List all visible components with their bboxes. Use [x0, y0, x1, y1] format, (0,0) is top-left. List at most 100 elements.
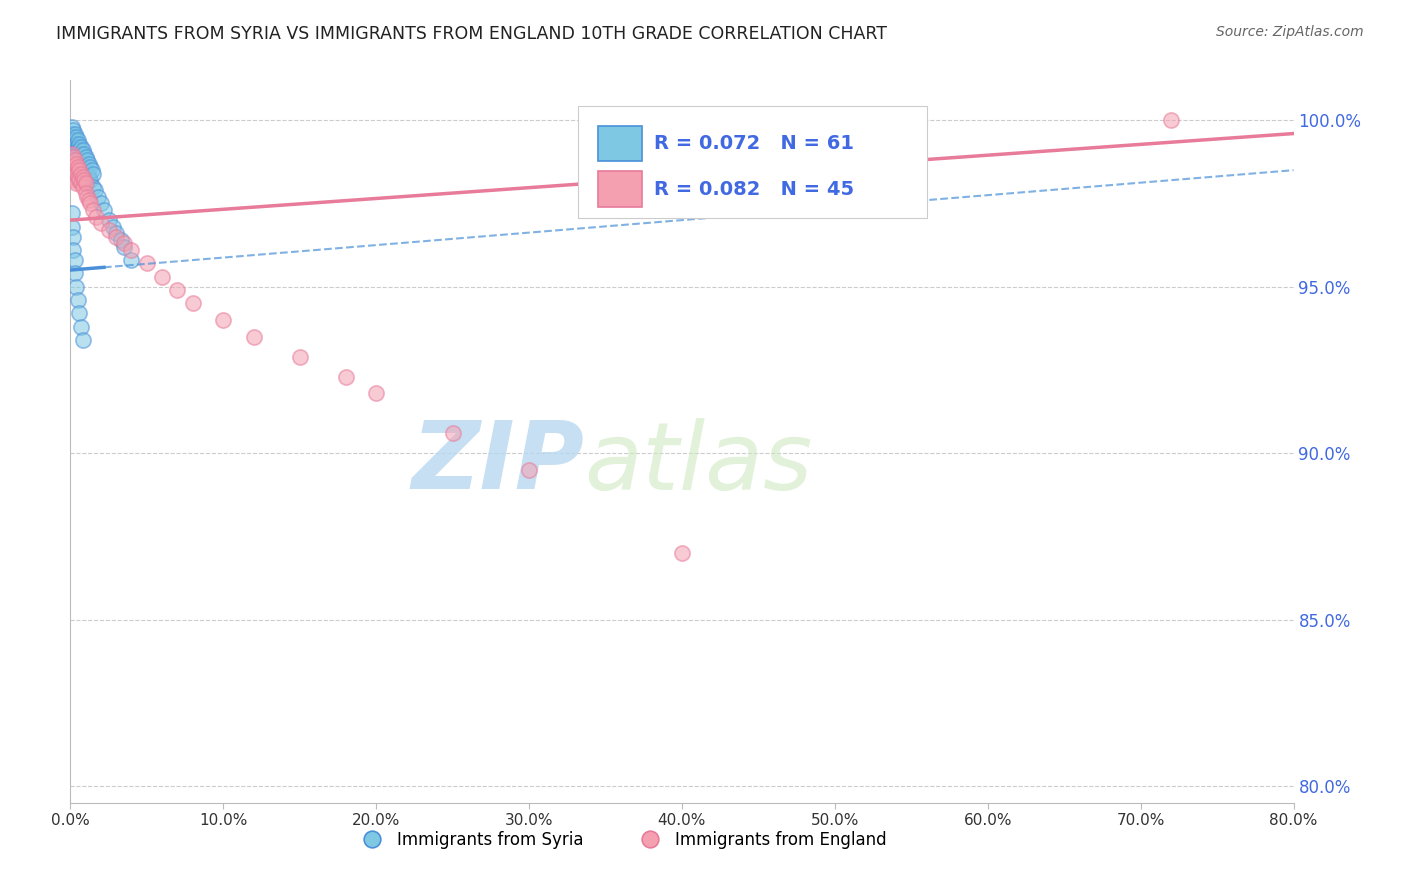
Immigrants from Syria [79, 160, 101, 174]
Immigrants from England [75, 186, 97, 201]
Immigrants from Syria [80, 163, 103, 178]
Immigrants from England [335, 369, 357, 384]
Text: IMMIGRANTS FROM SYRIA VS IMMIGRANTS FROM ENGLAND 10TH GRADE CORRELATION CHART: IMMIGRANTS FROM SYRIA VS IMMIGRANTS FROM… [56, 25, 887, 43]
Immigrants from England [65, 156, 87, 170]
Immigrants from Syria [66, 293, 89, 307]
Immigrants from Syria [66, 140, 89, 154]
Immigrants from Syria [66, 153, 89, 168]
Immigrants from Syria [82, 179, 104, 194]
Immigrants from Syria [75, 177, 97, 191]
FancyBboxPatch shape [598, 126, 641, 161]
Immigrants from Syria [79, 173, 101, 187]
Immigrants from Syria [101, 219, 124, 234]
Immigrants from Syria [69, 306, 91, 320]
Immigrants from Syria [110, 233, 132, 247]
Immigrants from England [63, 173, 86, 187]
Immigrants from Syria [65, 279, 87, 293]
Immigrants from England [671, 546, 693, 560]
Immigrants from Syria [63, 253, 86, 268]
Immigrants from Syria [62, 229, 84, 244]
Immigrants from England [66, 169, 89, 184]
Immigrants from Syria [75, 150, 97, 164]
Immigrants from Syria [63, 140, 86, 154]
Immigrants from Syria [60, 133, 83, 147]
Immigrants from England [70, 177, 93, 191]
Immigrants from England [166, 283, 188, 297]
Immigrants from Syria [77, 156, 100, 170]
Immigrants from Syria [63, 146, 86, 161]
Immigrants from Syria [70, 319, 93, 334]
Immigrants from Syria [70, 160, 93, 174]
Immigrants from England [121, 243, 143, 257]
Immigrants from England [76, 190, 98, 204]
FancyBboxPatch shape [598, 171, 641, 207]
Immigrants from Syria [70, 146, 93, 161]
Immigrants from Syria [66, 133, 89, 147]
Immigrants from England [97, 223, 120, 237]
Immigrants from Syria [77, 169, 100, 184]
Immigrants from England [288, 350, 311, 364]
Immigrants from Syria [62, 143, 84, 157]
Immigrants from Syria [60, 206, 83, 220]
Immigrants from Syria [75, 163, 97, 178]
Immigrants from Syria [70, 140, 93, 154]
Immigrants from England [112, 236, 135, 251]
Immigrants from England [79, 196, 101, 211]
Immigrants from Syria [63, 266, 86, 280]
Immigrants from England [243, 329, 266, 343]
Immigrants from Syria [76, 167, 98, 181]
Immigrants from Syria [69, 143, 91, 157]
Immigrants from Syria [65, 136, 87, 151]
Immigrants from England [62, 150, 84, 164]
Immigrants from England [72, 169, 94, 184]
Immigrants from England [84, 210, 107, 224]
Immigrants from Syria [62, 129, 84, 144]
Immigrants from Syria [62, 123, 84, 137]
Immigrants from England [212, 313, 235, 327]
Text: atlas: atlas [583, 417, 813, 508]
Legend: Immigrants from Syria, Immigrants from England: Immigrants from Syria, Immigrants from E… [349, 824, 893, 856]
Immigrants from England [90, 217, 112, 231]
Immigrants from England [65, 177, 87, 191]
Immigrants from England [366, 386, 388, 401]
Immigrants from England [65, 167, 87, 181]
Text: R = 0.072   N = 61: R = 0.072 N = 61 [654, 134, 853, 153]
Immigrants from Syria [62, 136, 84, 151]
Immigrants from England [135, 256, 157, 270]
Immigrants from England [75, 177, 97, 191]
Immigrants from England [63, 163, 86, 178]
Immigrants from Syria [83, 183, 105, 197]
Immigrants from Syria [97, 213, 120, 227]
Immigrants from Syria [65, 150, 87, 164]
Immigrants from England [69, 163, 91, 178]
Immigrants from Syria [65, 129, 87, 144]
Immigrants from Syria [105, 227, 128, 241]
Immigrants from Syria [72, 143, 94, 157]
Immigrants from Syria [60, 120, 83, 134]
Immigrants from England [73, 173, 96, 187]
Immigrants from Syria [82, 167, 104, 181]
Immigrants from Syria [69, 136, 91, 151]
Immigrants from England [1160, 113, 1182, 128]
Immigrants from Syria [73, 146, 96, 161]
Immigrants from England [70, 167, 93, 181]
Immigrants from England [63, 153, 86, 168]
Immigrants from Syria [73, 160, 96, 174]
Immigrants from England [150, 269, 173, 284]
Immigrants from England [69, 173, 91, 187]
Immigrants from England [66, 160, 89, 174]
Immigrants from Syria [121, 253, 143, 268]
Immigrants from England [441, 426, 464, 441]
Immigrants from Syria [63, 133, 86, 147]
Text: Source: ZipAtlas.com: Source: ZipAtlas.com [1216, 25, 1364, 39]
Immigrants from Syria [60, 219, 83, 234]
Text: R = 0.082   N = 45: R = 0.082 N = 45 [654, 179, 853, 199]
Immigrants from England [60, 156, 83, 170]
Immigrants from Syria [72, 333, 94, 347]
Immigrants from Syria [87, 190, 110, 204]
Immigrants from Syria [62, 243, 84, 257]
Immigrants from England [105, 229, 128, 244]
FancyBboxPatch shape [578, 105, 927, 218]
Immigrants from Syria [76, 153, 98, 168]
Immigrants from England [62, 169, 84, 184]
